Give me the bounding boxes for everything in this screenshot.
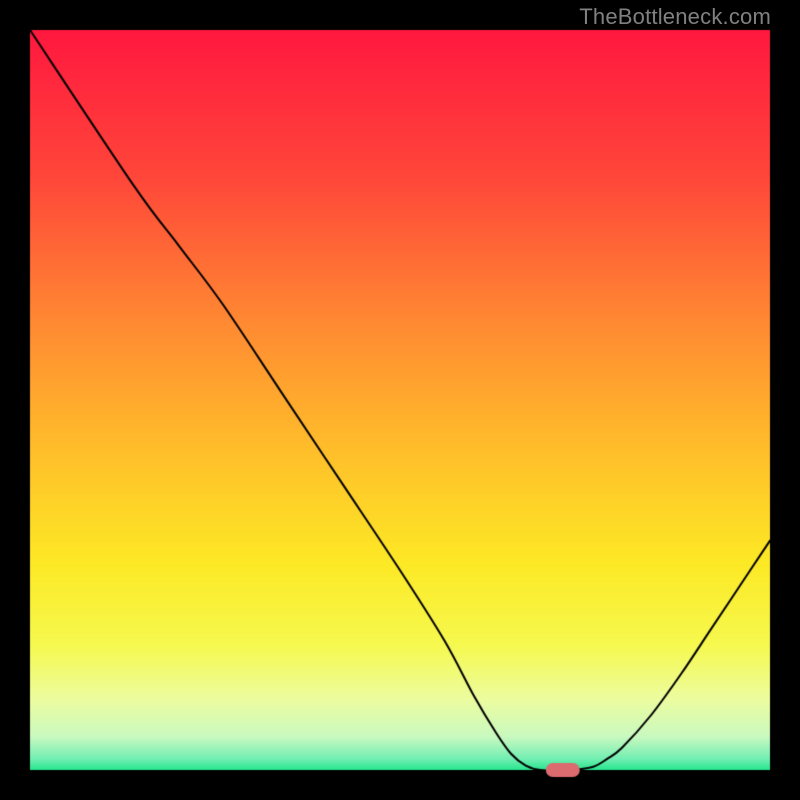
chart-root: TheBottleneck.com bbox=[0, 0, 800, 800]
watermark-text: TheBottleneck.com bbox=[579, 4, 771, 30]
bottleneck-curve-chart bbox=[0, 0, 800, 800]
